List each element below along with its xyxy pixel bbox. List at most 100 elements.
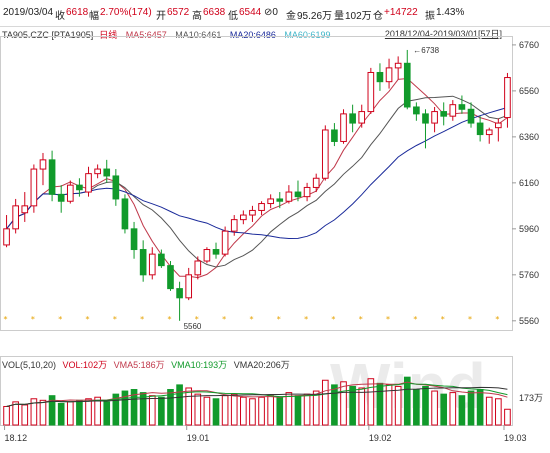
amount-label: 金 <box>286 11 296 22</box>
position-label: 仓 <box>373 11 383 22</box>
volume-bar <box>403 376 411 426</box>
candle-body <box>367 71 375 113</box>
ma60-value: MA60:6199 <box>284 30 331 40</box>
x-axis-label: 18.12 <box>5 433 28 443</box>
price-axis-label: 6160 <box>519 178 539 188</box>
volume-bar <box>185 387 193 426</box>
volume-bar <box>240 396 247 426</box>
volume-bar <box>57 402 65 426</box>
vma5-value: VMA5:186万 <box>113 360 165 370</box>
vma10-value: VMA10:193万 <box>171 360 228 370</box>
candle-body <box>94 168 101 175</box>
signal-marker: * <box>58 315 62 324</box>
candle-body <box>230 219 238 232</box>
ma5-value: MA5:6457 <box>125 30 167 40</box>
volume-bar <box>504 408 511 426</box>
candle-body <box>121 198 129 230</box>
ma-legend: TA905.CZC [PTA1905] 日线 MA5:6457 MA10:6461… <box>2 28 336 41</box>
candle-body <box>467 108 475 124</box>
signal-marker: * <box>359 315 363 324</box>
close-value: 6618 <box>66 7 89 18</box>
quote-header: 2019/03/04 收 6618 幅 2.70%(174) 开 6572 高 … <box>0 0 550 27</box>
close-label: 收 <box>55 11 65 22</box>
candle-body <box>103 168 111 177</box>
signal-marker: * <box>86 315 90 324</box>
volume-bar <box>76 399 83 426</box>
volume-bar <box>121 390 129 426</box>
volume-bar <box>312 390 320 426</box>
candle-body <box>285 191 293 202</box>
ma10-value: MA10:6461 <box>175 30 222 40</box>
volume-bar <box>94 396 101 426</box>
ma20-value: MA20:6486 <box>229 30 276 40</box>
volume-bar <box>30 398 38 426</box>
volume-bar <box>176 384 183 426</box>
volume-bar <box>394 385 402 426</box>
turnover-value: 1.43% <box>436 7 465 18</box>
volume-bar <box>467 390 475 426</box>
candle-body <box>358 111 366 124</box>
signal-marker: * <box>195 315 199 324</box>
volume-bar <box>48 395 56 426</box>
signal-marker: * <box>4 315 8 324</box>
volume-label: 量 <box>334 11 344 22</box>
volume-bar <box>203 396 211 426</box>
low-annotation: 5560 <box>184 322 202 331</box>
signal-marker: * <box>413 315 417 324</box>
x-axis-label: 19.03 <box>504 433 527 443</box>
price-axis-label: 5960 <box>519 224 539 234</box>
x-axis-label: 19.02 <box>369 433 392 443</box>
candle-body <box>458 104 466 110</box>
signal-marker: * <box>495 315 499 324</box>
signal-marker: * <box>277 315 281 324</box>
volume-axis-label: 173万 <box>519 393 543 403</box>
volume-bar <box>194 393 202 426</box>
volume-bar <box>449 392 457 426</box>
volume-bar <box>476 389 484 426</box>
volume-bar <box>39 399 47 426</box>
candle-body <box>3 228 10 246</box>
candle-body <box>276 198 284 202</box>
signal-marker: * <box>140 315 144 324</box>
high-annotation: ←6738 <box>413 46 439 55</box>
candle-body <box>158 253 165 267</box>
signal-marker: * <box>386 315 390 324</box>
candle-body <box>221 230 229 255</box>
candle-body <box>495 122 502 129</box>
price-axis-label: 6760 <box>519 40 539 50</box>
date-range[interactable]: 2018/12/04-2019/03/01[57日] <box>384 29 502 39</box>
volume-bar <box>285 392 293 426</box>
candle-body <box>148 253 156 276</box>
position-value: +14722 <box>384 7 418 18</box>
change-label: 幅 <box>89 11 99 22</box>
price-axis-label: 6560 <box>519 86 539 96</box>
candle-body <box>476 122 484 136</box>
period-label: 日线 <box>99 30 118 40</box>
candle-body <box>85 173 92 193</box>
ma5-line <box>6 77 508 279</box>
signal-marker: * <box>468 315 472 324</box>
low-value: 6544 <box>239 7 262 18</box>
candle-body <box>303 186 311 198</box>
volume-bar <box>3 405 10 426</box>
signal-marker: * <box>222 315 226 324</box>
candle-body <box>212 249 220 255</box>
volume-bar <box>358 387 366 426</box>
candle-body <box>39 159 47 170</box>
candle-body <box>504 77 511 119</box>
volume-bar <box>158 396 165 426</box>
price-axis-label: 5760 <box>519 270 539 280</box>
high-value: 6638 <box>203 7 226 18</box>
volume-bar <box>103 401 111 426</box>
candle-body <box>340 113 347 142</box>
volume-bar <box>148 395 156 426</box>
vma20-line <box>6 386 508 407</box>
candle-body <box>376 71 384 83</box>
contract-code: TA905.CZC [PTA1905] <box>2 30 94 40</box>
main-panel-frame <box>0 36 513 331</box>
ma20-line <box>6 107 508 240</box>
signal-marker: * <box>249 315 253 324</box>
open-label: 开 <box>156 11 166 22</box>
change-value: 2.70%(174) <box>100 7 152 18</box>
